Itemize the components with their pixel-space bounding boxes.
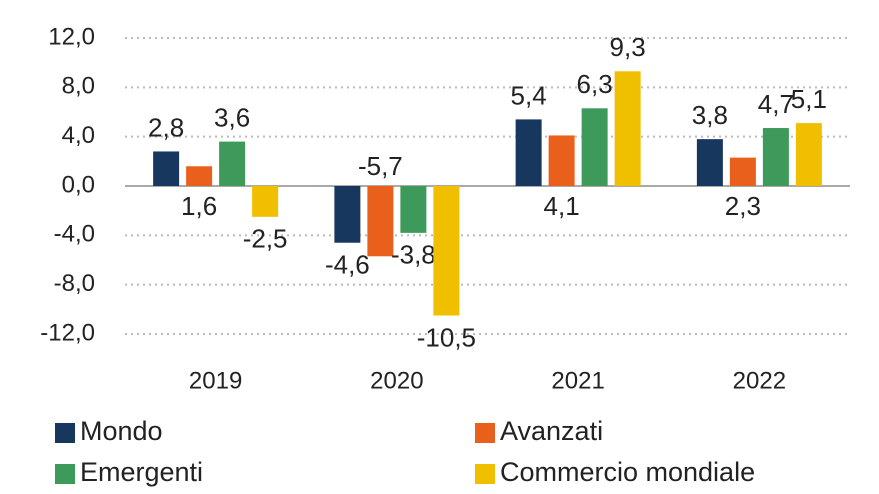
y-tick-label: -4,0 [54,221,95,248]
y-tick-label: -12,0 [40,319,95,346]
legend-swatch [475,423,495,443]
bar [153,151,180,186]
y-tick-label: 12,0 [48,23,95,50]
x-tick-label: 2021 [551,367,604,394]
legend-swatch [55,464,75,484]
bar [614,71,641,186]
value-label: -5,7 [358,151,403,181]
bar [795,123,822,186]
value-label: 4,1 [544,191,580,221]
bar [515,119,542,186]
bar [729,157,756,186]
legend-label: Emergenti [80,457,203,487]
bar [186,166,213,186]
value-label: 3,6 [214,102,250,132]
legend-swatch [475,464,495,484]
value-label: -4,6 [325,250,370,280]
bar [581,108,608,186]
value-label: 4,7 [758,89,794,119]
bar [696,139,723,186]
bar [334,186,361,243]
bar [219,141,246,186]
bar [548,135,575,186]
value-label: -10,5 [417,322,476,352]
y-tick-label: 8,0 [62,73,95,100]
x-tick-label: 2019 [189,367,242,394]
value-label: -2,5 [243,224,288,254]
bar [433,186,460,316]
legend-label: Commercio mondiale [500,457,755,487]
bar [367,186,394,257]
value-label: 5,1 [791,84,827,114]
value-label: 6,3 [577,69,613,99]
value-label: 2,3 [725,191,761,221]
value-label: 1,6 [181,191,217,221]
x-tick-label: 2022 [733,367,786,394]
bar [252,186,279,217]
y-tick-label: -8,0 [54,270,95,297]
legend-swatch [55,423,75,443]
bar [762,128,789,186]
y-tick-label: 4,0 [62,122,95,149]
value-label: 2,8 [148,112,184,142]
bar [400,186,427,233]
value-label: 9,3 [610,32,646,62]
value-label: 3,8 [692,100,728,130]
value-label: 5,4 [511,80,547,110]
value-label: -3,8 [391,240,436,270]
x-tick-label: 2020 [370,367,423,394]
legend-label: Avanzati [500,416,603,446]
legend-label: Mondo [80,416,163,446]
y-tick-label: 0,0 [62,171,95,198]
